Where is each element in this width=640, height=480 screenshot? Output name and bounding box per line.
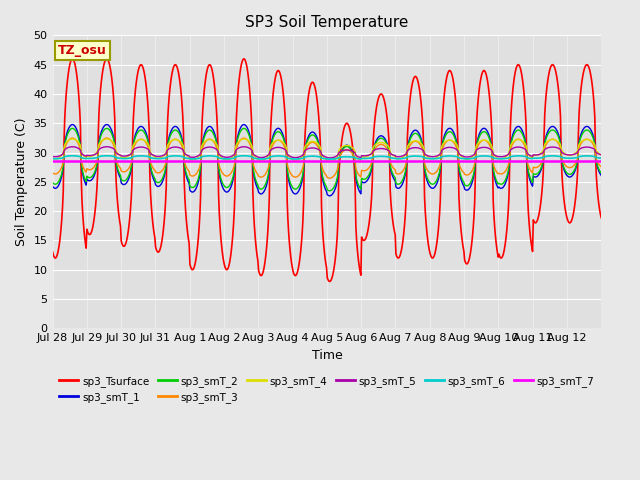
Text: TZ_osu: TZ_osu <box>58 44 107 57</box>
Legend: sp3_Tsurface, sp3_smT_1, sp3_smT_2, sp3_smT_3, sp3_smT_4, sp3_smT_5, sp3_smT_6, : sp3_Tsurface, sp3_smT_1, sp3_smT_2, sp3_… <box>55 372 598 407</box>
Y-axis label: Soil Temperature (C): Soil Temperature (C) <box>15 118 28 246</box>
X-axis label: Time: Time <box>312 349 342 362</box>
Title: SP3 Soil Temperature: SP3 Soil Temperature <box>245 15 408 30</box>
